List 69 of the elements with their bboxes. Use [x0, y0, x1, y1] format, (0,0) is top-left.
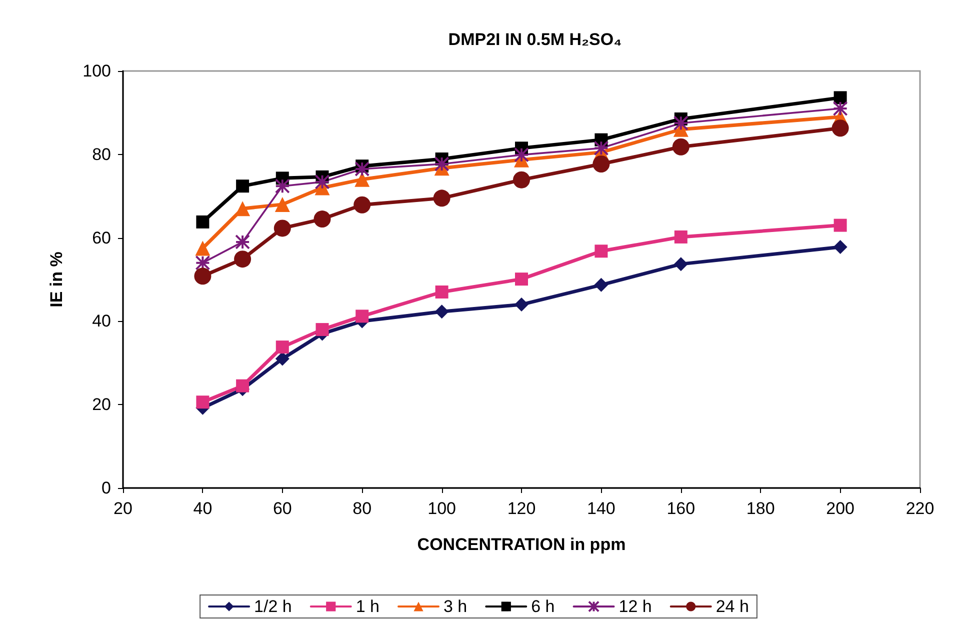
y-tick-label: 0	[102, 478, 111, 498]
point	[236, 379, 250, 392]
point	[834, 218, 847, 232]
point	[195, 255, 210, 270]
x-tick-label: 60	[272, 499, 292, 518]
x-tick-label: 200	[826, 499, 854, 518]
point	[594, 278, 608, 292]
legend-label: 1 h	[356, 597, 380, 616]
point	[435, 286, 448, 299]
y-tick-label: 20	[92, 395, 111, 414]
point	[196, 396, 210, 409]
x-tick-label: 180	[746, 499, 775, 518]
point	[673, 116, 688, 131]
x-tick-label: 100	[428, 499, 456, 518]
legend-label: 12 h	[618, 597, 652, 616]
y-tick-label: 40	[92, 312, 111, 331]
point	[274, 196, 290, 212]
x-tick-label: 20	[114, 499, 132, 518]
y-tick-label: 80	[92, 144, 111, 164]
point	[514, 298, 528, 312]
point	[833, 240, 848, 254]
point	[515, 272, 528, 286]
point	[196, 215, 210, 228]
point	[194, 268, 212, 285]
point	[314, 210, 331, 228]
point	[674, 230, 688, 244]
x-tick-label: 40	[193, 499, 212, 518]
point	[592, 155, 610, 172]
point	[433, 190, 450, 207]
legend-label: 24 h	[716, 597, 749, 616]
chart-title: DMP2I IN 0.5M H₂SO₄	[448, 30, 622, 49]
point	[276, 340, 289, 354]
x-axis-title: CONCENTRATION in ppm	[417, 535, 626, 554]
point	[274, 178, 290, 194]
legend-label: 1/2 h	[254, 597, 292, 616]
x-tick-label: 120	[507, 499, 536, 518]
point	[672, 138, 690, 156]
point	[314, 174, 330, 190]
point	[354, 196, 371, 214]
y-tick-label: 60	[92, 228, 111, 248]
legend-label: 6 h	[531, 597, 555, 616]
point	[275, 352, 290, 366]
y-tick-label: 100	[82, 62, 111, 80]
point	[235, 234, 250, 250]
point	[834, 91, 847, 104]
point	[674, 257, 688, 272]
point	[354, 161, 370, 176]
y-axis-title: IE in %	[47, 252, 66, 308]
point	[236, 180, 250, 193]
point	[274, 220, 291, 237]
point	[832, 101, 848, 116]
x-tick-label: 80	[352, 499, 372, 518]
x-tick-label: 140	[587, 499, 616, 518]
point	[316, 323, 329, 336]
x-tick-label: 220	[906, 499, 934, 518]
point	[354, 172, 370, 187]
legend-label: 3 h	[444, 597, 468, 616]
point	[832, 120, 849, 137]
point	[195, 240, 210, 256]
point	[594, 140, 609, 156]
point	[594, 244, 608, 258]
point	[235, 201, 250, 216]
point	[234, 250, 252, 268]
point	[434, 304, 449, 319]
point	[356, 310, 369, 323]
point	[434, 156, 450, 172]
x-tick-label: 160	[666, 499, 696, 518]
point	[513, 171, 530, 188]
point	[514, 147, 529, 162]
